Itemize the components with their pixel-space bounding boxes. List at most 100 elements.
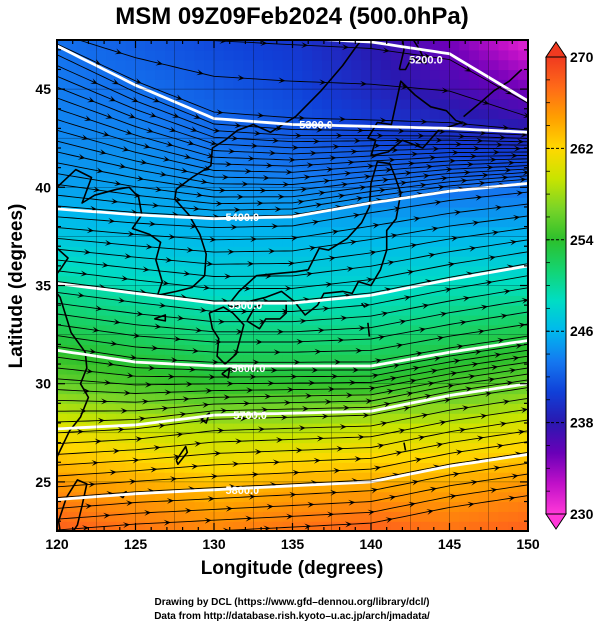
field-cell (233, 432, 245, 444)
field-cell (223, 413, 235, 424)
flow-arrow (121, 275, 129, 282)
flow-arrow (207, 495, 215, 502)
field-cell (449, 383, 460, 395)
field-cell (272, 521, 284, 531)
flow-arrow (173, 454, 181, 460)
field-cell (86, 383, 97, 395)
field-cell (331, 491, 343, 503)
field-cell (223, 167, 235, 179)
field-cell (508, 177, 519, 188)
field-cell (214, 393, 225, 404)
field-cell (115, 49, 127, 61)
field-cell (96, 216, 107, 228)
flow-arrow (414, 142, 422, 148)
field-cell (155, 187, 166, 198)
field-cell (174, 40, 186, 51)
field-cell (174, 521, 186, 531)
flow-arrow (415, 351, 423, 357)
field-cell (155, 118, 166, 129)
flow-arrow (389, 375, 397, 382)
field-cell (518, 275, 528, 287)
field-cell (420, 501, 431, 512)
field-cell (145, 393, 156, 404)
field-cell (390, 305, 402, 316)
field-cell (459, 177, 470, 188)
field-cell (155, 226, 166, 237)
flow-arrow (272, 459, 280, 466)
field-cell (380, 256, 392, 267)
flow-arrow (469, 153, 477, 160)
field-cell (518, 314, 528, 326)
field-cell (469, 472, 480, 483)
field-cell (76, 69, 88, 80)
flow-arrow (280, 414, 288, 421)
field-cell (263, 89, 274, 100)
field-cell (508, 69, 519, 80)
field-cell (390, 167, 402, 179)
field-cell (184, 403, 195, 414)
field-cell (312, 256, 323, 267)
flow-arrow (501, 174, 509, 181)
field-cell (420, 432, 431, 444)
flow-arrow (105, 113, 113, 119)
flow-arrow (489, 156, 497, 163)
field-cell (125, 118, 137, 129)
field-cell (184, 236, 195, 247)
field-cell (272, 138, 284, 149)
field-cell (351, 521, 362, 531)
field-cell (263, 98, 274, 110)
field-cell (420, 197, 431, 208)
flow-arrow (420, 412, 429, 419)
field-cell (184, 118, 195, 129)
field-cell (429, 373, 441, 385)
field-cell (282, 59, 294, 71)
field-cell (469, 295, 480, 306)
flow-arrow (213, 127, 221, 134)
field-cell (272, 216, 284, 228)
field-cell (57, 295, 68, 306)
field-cell (361, 108, 372, 120)
field-cell (518, 442, 528, 454)
field-cell (282, 285, 294, 296)
field-cell (371, 69, 382, 80)
flow-arrow (335, 132, 343, 139)
flow-arrow (467, 501, 475, 508)
field-cell (469, 128, 480, 139)
field-cell (302, 89, 313, 100)
field-cell (125, 40, 137, 51)
field-cell (174, 216, 186, 228)
field-cell (76, 324, 88, 336)
flow-arrow (352, 367, 360, 373)
field-cell (380, 206, 392, 218)
field-cell (164, 413, 176, 424)
field-cell (76, 364, 88, 375)
field-cell (341, 49, 352, 61)
gridlines (57, 40, 528, 531)
field-cell (488, 236, 500, 247)
flow-arrow (200, 178, 208, 185)
field-cell (508, 285, 519, 296)
field-cell (253, 285, 264, 296)
field-cell (253, 236, 264, 247)
field-cell (439, 216, 451, 228)
field-cell (214, 521, 225, 531)
field-cell (263, 256, 274, 267)
field-cell (253, 511, 264, 522)
field-cell (420, 462, 431, 473)
field-cell (469, 118, 480, 129)
field-cell (184, 373, 195, 385)
field-cell (155, 285, 166, 296)
flow-arrow (512, 214, 521, 221)
field-cell (292, 413, 303, 424)
flow-arrow (247, 155, 255, 162)
flow-arrow (114, 180, 122, 187)
field-cell (233, 403, 245, 414)
field-cell (449, 79, 460, 90)
field-cell (351, 344, 362, 355)
field-cell (125, 422, 137, 434)
field-cell (420, 49, 431, 61)
field-cell (253, 216, 264, 228)
field-cell (233, 462, 245, 473)
field-cell (135, 364, 146, 375)
field-cell (341, 177, 352, 188)
